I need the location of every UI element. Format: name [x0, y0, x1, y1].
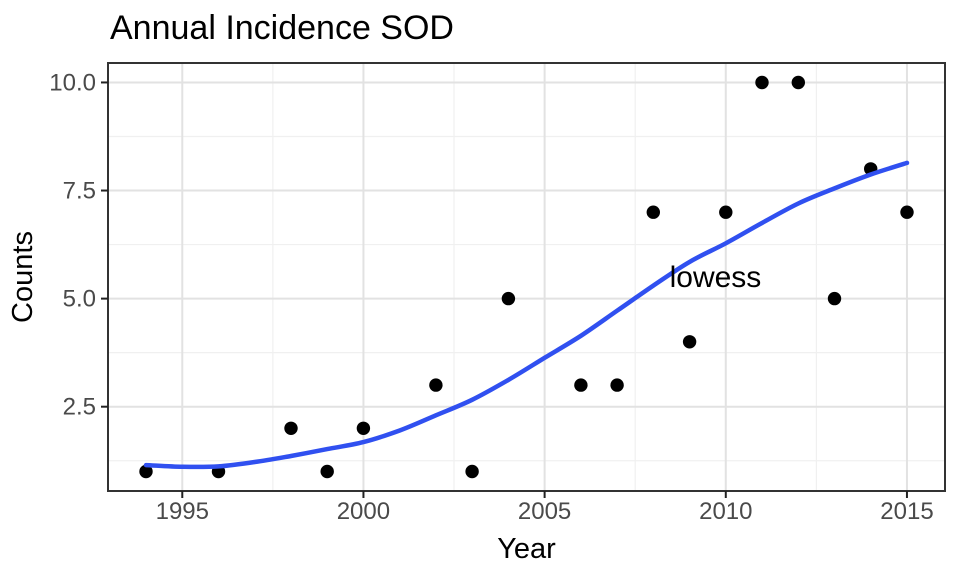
data-point — [356, 421, 371, 435]
lowess-label: lowess — [670, 261, 762, 294]
x-tick-label: 2010 — [699, 498, 752, 525]
x-tick-label: 2000 — [337, 498, 390, 525]
axis-ticks — [101, 81, 908, 498]
data-point — [574, 378, 588, 392]
panel-border — [107, 62, 946, 492]
data-point — [429, 378, 443, 392]
data-point — [646, 205, 660, 219]
x-tick-labels: 1995 2000 2005 2010 2015 — [156, 498, 934, 525]
y-tick-label: 10.0 — [49, 70, 96, 97]
data-point — [682, 335, 697, 349]
data-point — [827, 291, 842, 306]
x-tick-label: 2005 — [518, 498, 571, 525]
grid-minor — [108, 63, 945, 491]
y-axis-title: Counts — [7, 231, 39, 323]
data-point — [501, 291, 516, 306]
data-point — [900, 205, 914, 219]
y-tick-labels: 2.5 5.0 7.5 10.0 — [49, 70, 96, 421]
data-point — [719, 205, 733, 219]
x-axis-title: Year — [497, 533, 556, 565]
data-points — [139, 75, 914, 479]
y-tick-label: 2.5 — [63, 394, 96, 421]
data-point — [465, 464, 479, 479]
y-tick-label: 5.0 — [63, 286, 96, 313]
data-point — [610, 378, 624, 392]
x-tick-label: 1995 — [156, 498, 209, 525]
data-point — [755, 75, 769, 90]
y-tick-label: 7.5 — [63, 178, 96, 205]
data-point — [139, 464, 153, 479]
grid-major — [108, 63, 945, 491]
data-point — [320, 464, 334, 479]
data-point — [284, 421, 298, 435]
x-tick-label: 2015 — [880, 498, 933, 525]
chart-title: Annual Incidence SOD — [110, 9, 454, 47]
lowess-curve — [143, 160, 910, 470]
data-point — [791, 75, 805, 90]
